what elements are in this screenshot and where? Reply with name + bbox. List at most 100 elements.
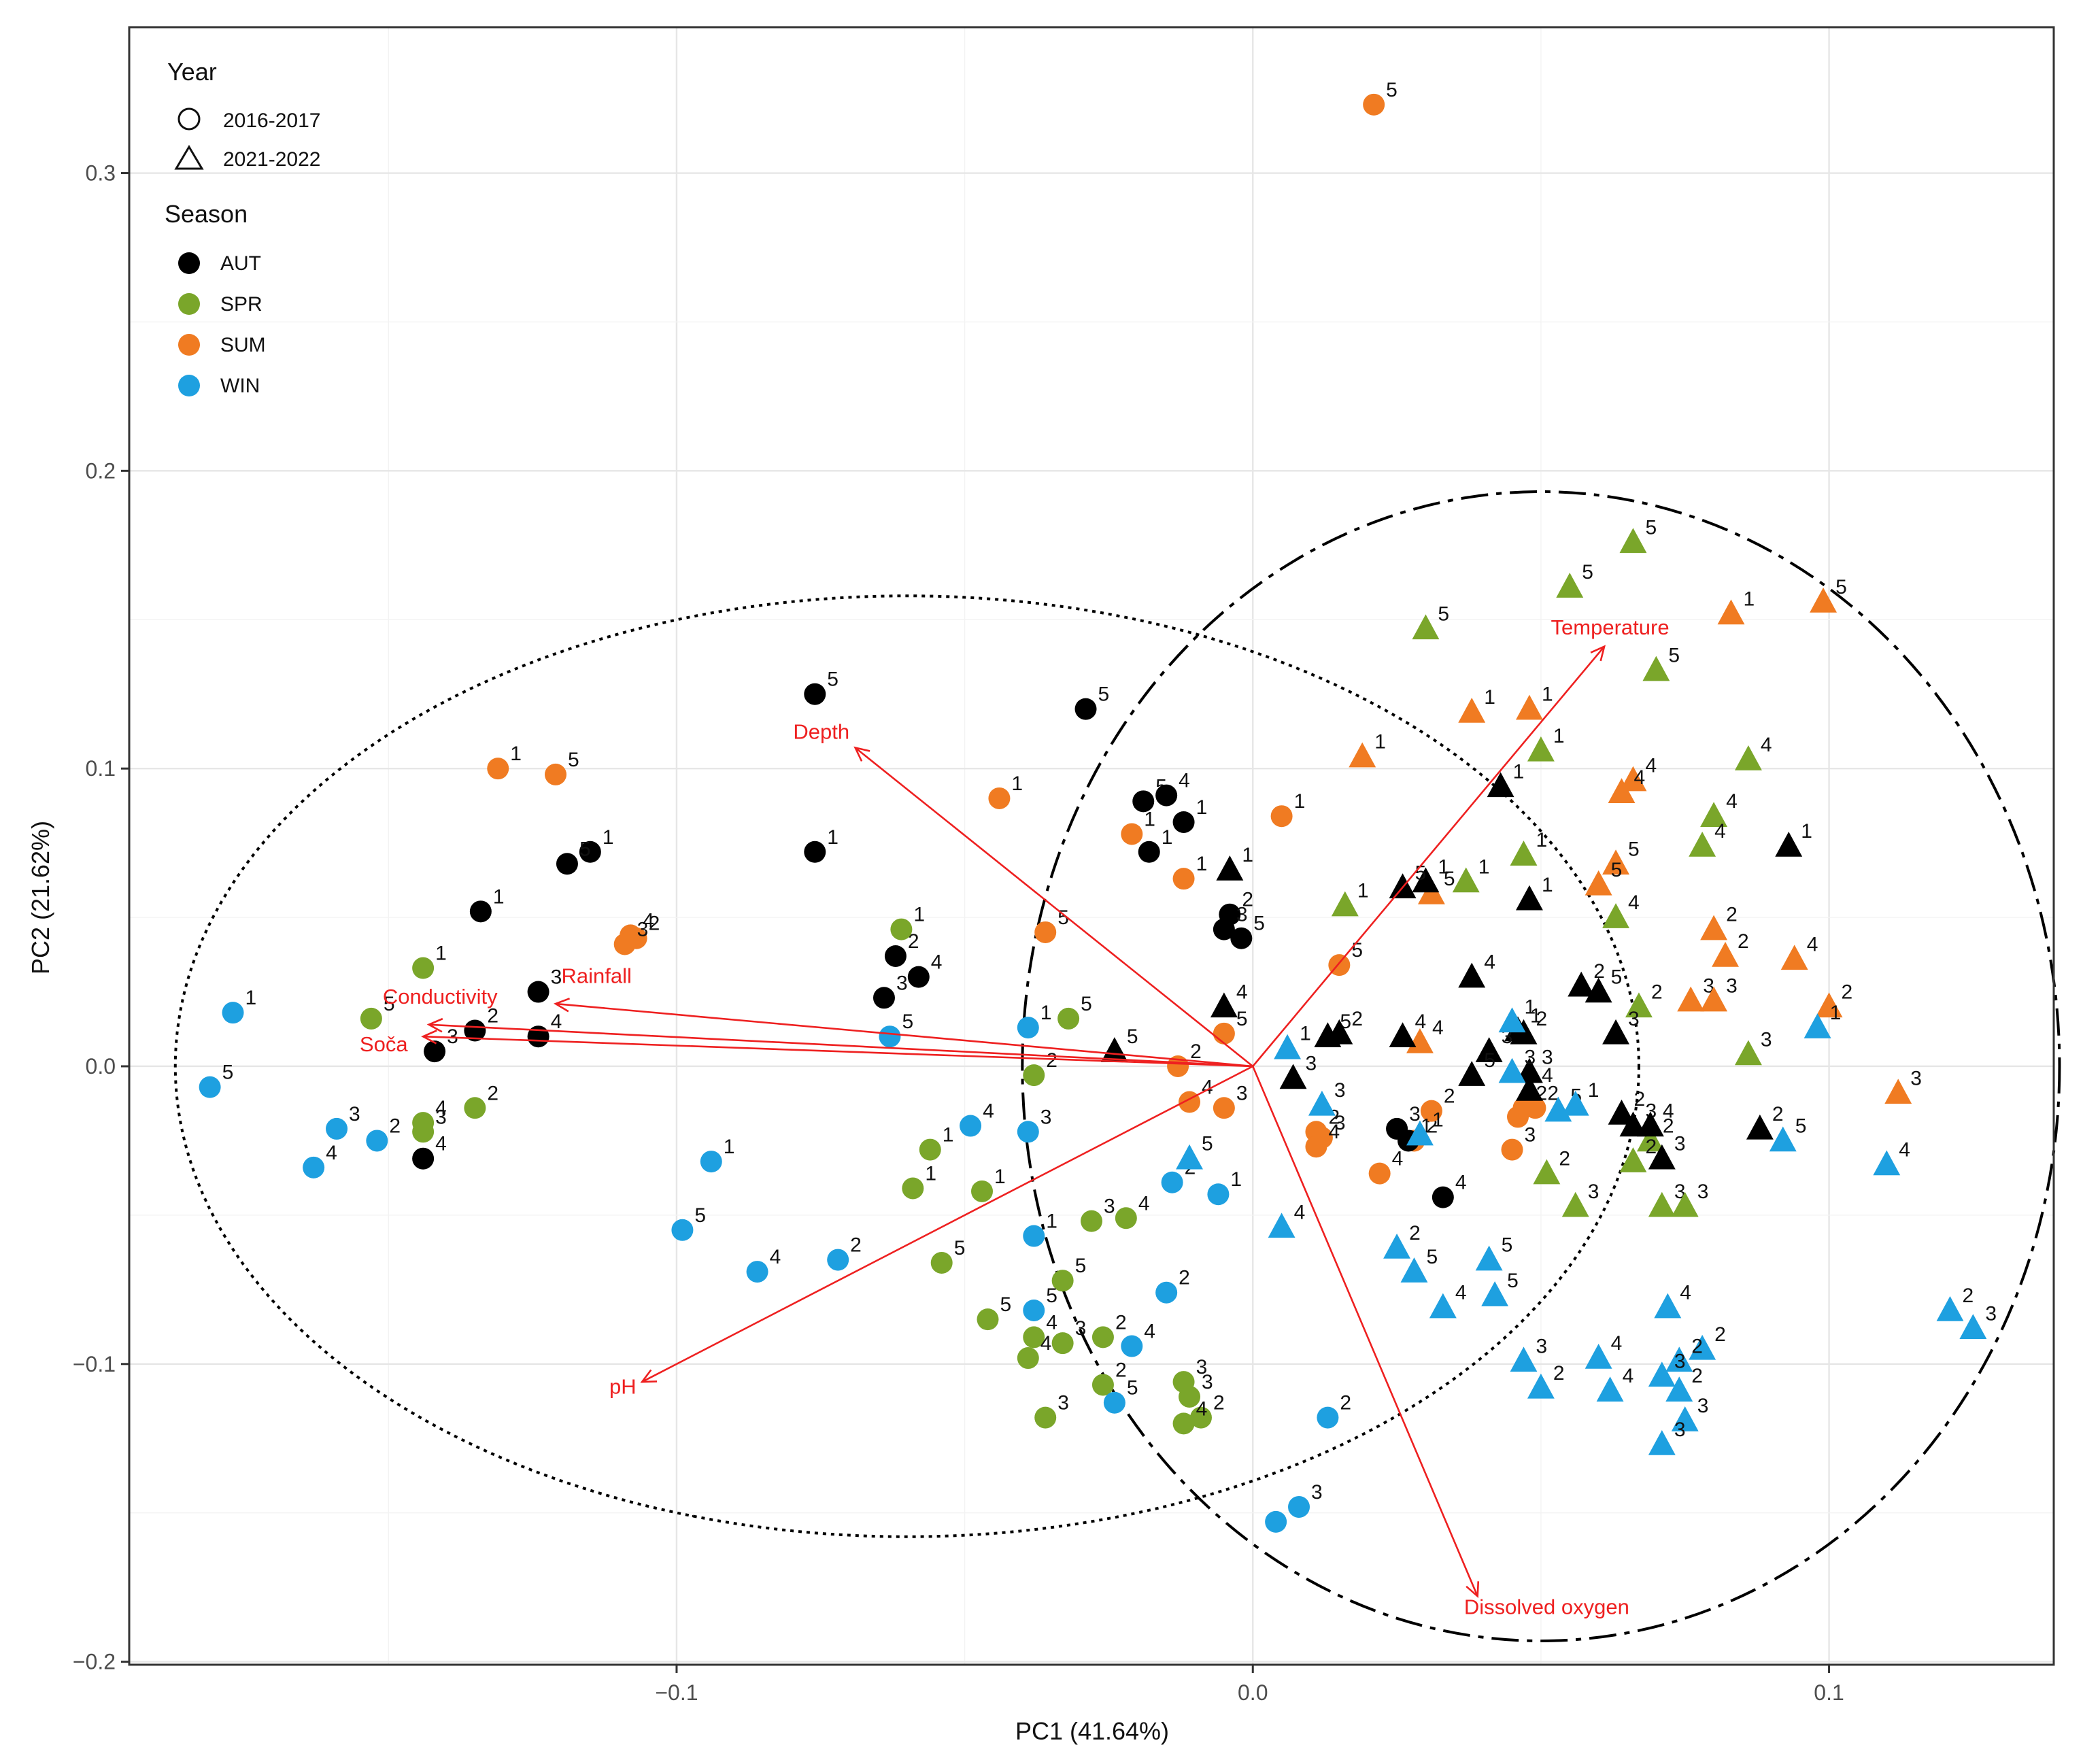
ellipse-2021-2022 [1021,490,2061,1642]
legend-win-label: WIN [220,375,260,397]
point-label: 1 [603,826,614,849]
point-aut-circle [1155,784,1178,807]
point-label: 4 [1807,933,1818,955]
point-label: 2 [487,1082,498,1104]
point-label: 3 [1674,1133,1686,1155]
point-spr-circle [1115,1207,1137,1229]
point-sum-circle [1501,1138,1523,1161]
point-label: 5 [1098,683,1110,706]
point-label: 4 [1179,770,1190,792]
point-label: 2 [1726,904,1738,926]
point-label: 3 [1628,1008,1640,1030]
point-spr-triangle [1671,1191,1699,1217]
point-label: 3 [1306,1052,1317,1074]
point-win-circle [326,1117,348,1140]
point-win-triangle [1873,1150,1901,1176]
point-sum-circle [1363,93,1385,116]
point-aut-triangle [1475,1037,1503,1062]
point-spr-triangle [1602,903,1629,928]
loading-arrow-head [853,746,870,762]
point-label: 1 [1830,1002,1842,1024]
point-aut-triangle [1636,1111,1664,1137]
point-label: 1 [1046,1210,1057,1233]
point-label: 3 [1236,904,1248,926]
point-spr-circle [1017,1347,1039,1370]
point-win-triangle [1498,1057,1526,1083]
point-label: 5 [1075,1255,1087,1277]
point-label: 1 [1525,996,1536,1018]
point-label: 3 [896,972,908,994]
point-label: 1 [1553,725,1565,747]
point-aut-circle [884,945,907,967]
point-label: 5 [1795,1115,1807,1137]
loading-label: Depth [793,719,849,743]
point-sum-triangle [1608,778,1636,803]
point-label: 1 [1513,760,1525,783]
point-sum-triangle [1717,599,1745,625]
point-label: 5 [1081,993,1092,1015]
point-win-circle [960,1115,982,1137]
point-label: 1 [493,885,505,908]
point-win-triangle [1671,1406,1699,1431]
point-label: 4 [1726,790,1738,813]
point-label: 2 [1593,960,1605,983]
legend-year-2016: 2016-2017 [223,109,320,132]
point-sum-circle [613,933,636,955]
point-label: 1 [1230,1168,1242,1191]
loading-arrow-head [426,1017,443,1033]
loading-arrow-head [640,1369,658,1383]
point-label: 5 [1236,1008,1248,1030]
point-label: 2 [1738,930,1749,953]
legend-circle-marker [177,107,201,131]
point-win-triangle [1510,1346,1538,1372]
point-label: 1 [1744,588,1755,611]
point-aut-circle [527,981,549,1003]
point-spr-circle [360,1007,382,1030]
point-label: 5 [1668,645,1680,667]
point-spr-triangle [1331,891,1359,917]
point-spr-circle [464,1097,486,1119]
point-label: 4 [1415,1011,1427,1033]
point-label: 5 [827,668,839,691]
point-label: 2 [1351,1008,1363,1030]
point-label: 2 [1340,1392,1351,1414]
point-label: 5 [222,1062,234,1084]
point-label: 4 [931,951,943,974]
point-label: 4 [1236,981,1248,1003]
point-sum-triangle [1349,742,1376,768]
loading-arrow-head [1590,645,1606,662]
point-label: 2 [1444,1085,1455,1108]
point-spr-triangle [1642,656,1670,681]
point-aut-circle [1138,841,1160,863]
point-sum-triangle [1516,694,1543,720]
loading-arrow-line [423,1035,1253,1068]
point-win-circle [1103,1391,1125,1414]
point-spr-circle [1023,1064,1045,1087]
legend-sum-marker [178,334,200,356]
point-label: 4 [1138,1192,1150,1215]
point-aut-triangle [1585,977,1612,1003]
point-win-triangle [1268,1212,1295,1238]
y-tick-label: −0.2 [73,1650,116,1674]
point-aut-circle [469,900,492,923]
point-win-circle [1207,1183,1230,1206]
point-win-circle [1017,1121,1039,1143]
point-spr-circle [890,918,913,940]
point-win-triangle [1665,1346,1693,1372]
point-label: 2 [1536,1008,1547,1030]
point-label: 4 [770,1246,781,1268]
point-label: 4 [435,1133,447,1155]
point-label: 2 [908,930,919,953]
loading-arrow-line [854,747,1254,1067]
point-spr-circle [1091,1374,1114,1396]
point-label: 1 [1542,874,1553,896]
point-win-circle [366,1130,388,1152]
point-spr-circle [1051,1332,1074,1355]
point-spr-triangle [1625,992,1653,1018]
point-spr-circle [971,1180,994,1202]
point-label: 2 [1663,1115,1674,1137]
point-win-triangle [1689,1334,1716,1360]
point-label: 3 [1334,1079,1346,1102]
point-label: 5 [1628,838,1640,860]
